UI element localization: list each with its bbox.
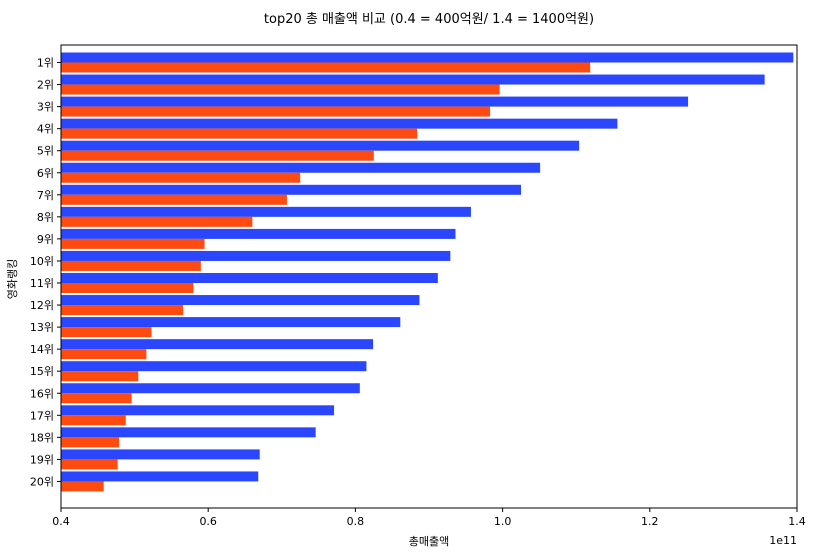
x-tick-label: 0.4	[52, 515, 70, 528]
bar-2-8	[61, 216, 253, 227]
y-tick-label: 10위	[30, 255, 54, 268]
bar-1-6	[61, 162, 541, 173]
bar-1-19	[61, 449, 260, 460]
bar-1-7	[61, 184, 521, 195]
y-tick-label: 9위	[37, 233, 54, 246]
bar-2-13	[61, 327, 152, 338]
y-tick-label: 5위	[37, 145, 54, 158]
bar-1-16	[61, 383, 360, 394]
bar-1-11	[61, 273, 438, 283]
x-axis-offset-text: 1e11	[769, 534, 797, 547]
bar-2-6	[61, 172, 301, 183]
ticks-layer: 1위 2위 3위 4위 5위 6위 7위 8위 9위 10위 11위 12위 13위 14위 15위 16위 1…	[30, 57, 806, 529]
y-tick-label: 2위	[37, 79, 54, 92]
x-tick-label: 0.6	[199, 515, 217, 528]
bar-1-1	[61, 52, 794, 63]
y-tick-label: 12위	[30, 299, 54, 312]
bar-2-20	[61, 481, 104, 492]
bar-2-15	[61, 371, 139, 382]
bar-2-2	[61, 84, 500, 95]
chart-title: top20 총 매출액 비교 (0.4 = 400억원/ 1.4 = 1400억…	[264, 12, 594, 27]
bars-layer	[61, 52, 794, 492]
x-axis-label: 총매출액	[409, 535, 449, 548]
bar-2-3	[61, 106, 491, 117]
bar-2-14	[61, 349, 147, 360]
x-tick-label: 1.2	[641, 515, 659, 528]
bar-2-10	[61, 260, 201, 271]
bar-2-1	[61, 62, 591, 73]
bar-1-5	[61, 140, 580, 151]
y-tick-label: 8위	[37, 211, 54, 224]
bar-2-5	[61, 150, 374, 161]
y-tick-label: 14위	[30, 343, 54, 356]
bar-2-17	[61, 415, 126, 426]
bar-2-4	[61, 128, 418, 139]
bar-1-18	[61, 427, 316, 438]
bar-1-3	[61, 96, 689, 107]
x-tick-label: 0.8	[347, 515, 365, 528]
bar-1-20	[61, 471, 259, 482]
bar-2-19	[61, 459, 118, 470]
bar-1-9	[61, 228, 456, 239]
y-tick-label: 4위	[37, 123, 54, 136]
y-tick-label: 17위	[30, 409, 54, 422]
bar-2-12	[61, 305, 184, 316]
bar-1-13	[61, 317, 401, 328]
bar-1-12	[61, 295, 420, 306]
bar-2-16	[61, 393, 132, 404]
bar-1-10	[61, 250, 451, 261]
bar-1-14	[61, 339, 374, 350]
y-tick-label: 7위	[37, 189, 54, 202]
bar-2-9	[61, 238, 205, 249]
bar-1-4	[61, 118, 618, 129]
bar-2-18	[61, 437, 120, 448]
y-tick-label: 18위	[30, 431, 54, 444]
x-tick-label: 1.0	[494, 515, 512, 528]
plot-frame	[60, 44, 798, 509]
bar-2-7	[61, 194, 287, 205]
y-tick-label: 1위	[37, 57, 54, 70]
x-tick-label: 1.4	[788, 515, 806, 528]
y-tick-label: 13위	[30, 321, 54, 334]
bar-1-2	[61, 74, 765, 85]
y-tick-label: 16위	[30, 387, 54, 400]
y-axis-label: 영화랭킹	[6, 259, 19, 299]
y-tick-label: 3위	[37, 101, 54, 114]
y-tick-label: 20위	[30, 475, 54, 488]
bar-1-17	[61, 405, 335, 416]
y-tick-label: 6위	[37, 167, 54, 180]
bar-2-11	[61, 283, 194, 293]
y-tick-label: 11위	[30, 277, 54, 290]
bar-1-15	[61, 361, 367, 372]
y-tick-label: 15위	[30, 365, 54, 378]
bar-1-8	[61, 206, 471, 217]
y-tick-label: 19위	[30, 453, 54, 466]
